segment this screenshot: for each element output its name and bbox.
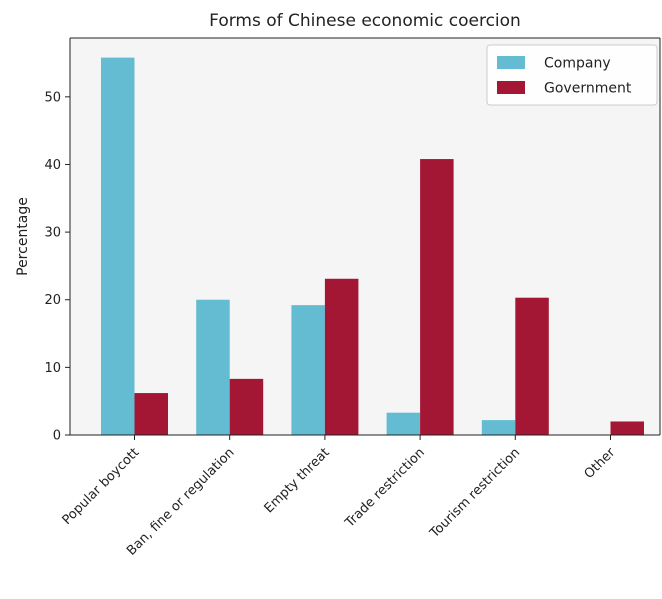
x-tick-label: Popular boycott — [60, 445, 143, 528]
bars-layer — [101, 57, 644, 436]
x-tick-label: Empty threat — [262, 445, 333, 516]
bar-government-6 — [610, 421, 644, 435]
y-tick-label: 0 — [53, 429, 61, 444]
bar-government-2 — [229, 378, 264, 435]
bar-company-2 — [196, 299, 230, 435]
legend-swatch-company — [497, 56, 525, 69]
bar-government-5 — [515, 297, 549, 435]
legend-label-government: Government — [544, 81, 632, 97]
x-tick-label: Trade restriction — [342, 445, 428, 531]
legend-swatch-government — [497, 81, 525, 94]
x-tick-label: Tourism restriction — [427, 445, 523, 541]
y-tick-label: 10 — [44, 361, 61, 376]
y-tick-label: 40 — [44, 158, 61, 173]
bar-government-3 — [324, 278, 359, 435]
bar-company-5 — [481, 420, 516, 435]
bar-company-3 — [291, 305, 325, 435]
bar-government-1 — [134, 393, 168, 435]
x-tick-label: Other — [582, 445, 619, 482]
y-tick-label: 30 — [44, 226, 61, 241]
x-tick-label: Ban, fine or regulation — [124, 445, 237, 558]
legend-frame — [486, 44, 658, 106]
legend-label-company: Company — [544, 56, 611, 72]
chart-title: Forms of Chinese economic coercion — [209, 11, 521, 31]
bar-government-4 — [420, 159, 454, 435]
y-axis-label: Percentage — [15, 197, 31, 276]
y-tick-label: 20 — [44, 293, 61, 308]
y-tick-label: 50 — [44, 90, 61, 105]
bar-company-4 — [386, 412, 421, 435]
bar-company-1 — [101, 57, 135, 436]
legend: Company Government — [486, 44, 658, 106]
